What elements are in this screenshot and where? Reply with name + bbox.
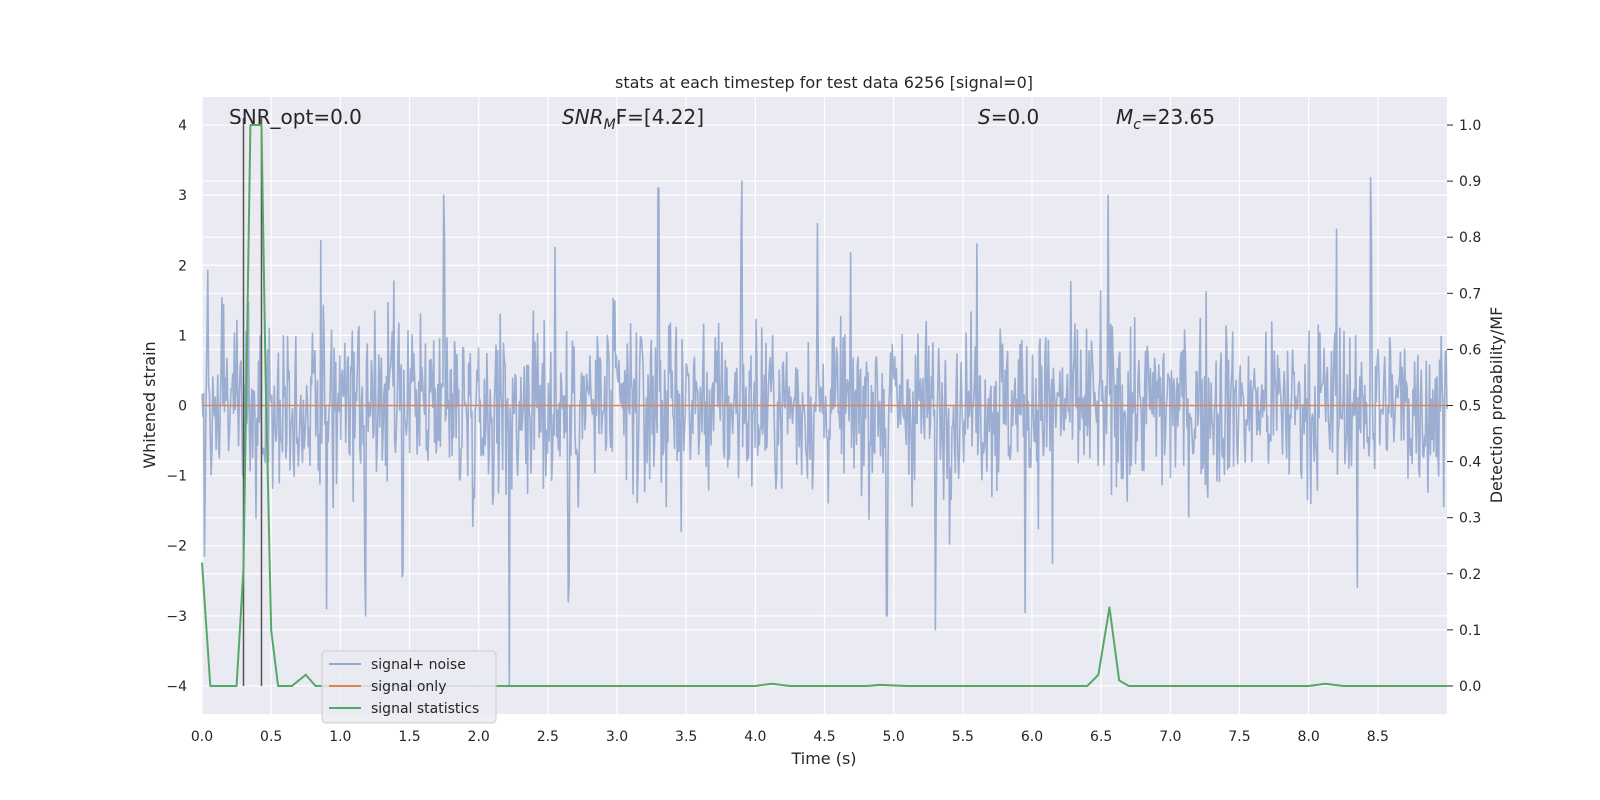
annotation-mc-sub: c xyxy=(1133,117,1141,133)
x-tick-label-8: 4.0 xyxy=(744,729,766,745)
legend-label-signal-statistics: signal statistics xyxy=(371,701,479,717)
y-left-tick-labels: 4 3 2 1 0 −1 −2 −3 −4 xyxy=(166,118,187,695)
signal-noise-line xyxy=(201,176,1448,687)
x-tick-label-2: 1.0 xyxy=(329,729,351,745)
x-tick-label-5: 2.5 xyxy=(537,729,559,745)
legend-label-signal-noise: signal+ noise xyxy=(371,657,466,673)
y-right-tick-labels: 1.0 0.9 0.8 0.7 0.6 0.5 0.4 0.3 0.2 0.1 0.0 xyxy=(1447,118,1481,695)
signal-statistics-line xyxy=(201,124,1447,687)
x-tick-label-11: 5.5 xyxy=(952,729,974,745)
y-left-tick-label-7: −3 xyxy=(166,609,187,625)
x-tick-label-7: 3.5 xyxy=(675,729,697,745)
y-left-tick-label-3: 1 xyxy=(178,328,187,344)
y-axis-label: Whitened strain xyxy=(140,341,159,468)
x-tick-label-17: 8.5 xyxy=(1367,729,1389,745)
y-axis-right-label: Detection probability/MF xyxy=(1487,307,1506,504)
annotation-mc: Mc=23.65 xyxy=(1116,105,1215,133)
vertical-markers xyxy=(242,118,263,686)
y-right-tick-label-4: 0.6 xyxy=(1459,342,1481,358)
x-tick-label-9: 4.5 xyxy=(813,729,835,745)
x-tick-label-16: 8.0 xyxy=(1298,729,1320,745)
y-left-tick-label-4: 0 xyxy=(178,399,187,415)
x-axis-label: Time (s) xyxy=(790,749,856,768)
y-left-tick-label-5: −1 xyxy=(166,469,187,485)
annotation-s-base: S xyxy=(978,105,991,129)
chart-title: stats at each timestep for test data 625… xyxy=(615,73,1033,92)
x-tick-label-3: 1.5 xyxy=(398,729,420,745)
y-right-tick-label-3: 0.7 xyxy=(1459,286,1481,302)
y-left-tick-label-8: −4 xyxy=(166,679,187,695)
y-left-tick-label-1: 3 xyxy=(178,188,187,204)
annotation-snr-mf: SNRMF=[4.22] xyxy=(562,105,704,133)
x-tick-label-14: 7.0 xyxy=(1159,729,1181,745)
y-right-tick-label-10: 0.0 xyxy=(1459,679,1481,695)
x-tick-label-6: 3.0 xyxy=(606,729,628,745)
y-right-tick-label-0: 1.0 xyxy=(1459,118,1481,134)
x-tick-label-1: 0.5 xyxy=(260,729,282,745)
signal-statistics-series xyxy=(201,124,1447,687)
y-right-tick-label-9: 0.1 xyxy=(1459,623,1481,639)
y-left-tick-label-0: 4 xyxy=(178,118,187,134)
x-tick-label-13: 6.5 xyxy=(1090,729,1112,745)
annotation-snr-opt: SNR_opt=0.0 xyxy=(229,105,362,129)
legend: signal+ noise signal only signal statist… xyxy=(321,650,497,724)
annotation-snr-mf-tail: F=[4.22] xyxy=(616,105,704,129)
x-tick-label-0: 0.0 xyxy=(191,729,213,745)
y-right-tick-label-8: 0.2 xyxy=(1459,567,1481,583)
y-left-tick-label-2: 2 xyxy=(178,258,187,274)
y-right-tick-label-6: 0.4 xyxy=(1459,455,1481,471)
x-tick-label-4: 2.0 xyxy=(468,729,490,745)
y-right-tick-label-7: 0.3 xyxy=(1459,511,1481,527)
legend-box xyxy=(321,650,497,724)
x-tick-label-15: 7.5 xyxy=(1228,729,1250,745)
annotation-snr-mf-sub: M xyxy=(604,117,616,133)
y-right-tick-label-5: 0.5 xyxy=(1459,399,1481,415)
x-tick-labels: 0.0 0.5 1.0 1.5 2.0 2.5 3.0 3.5 4.0 4.5 5.0 5.5 6.0 6… xyxy=(191,729,1389,745)
y-left-tick-label-6: −2 xyxy=(166,539,187,555)
legend-label-signal-only: signal only xyxy=(371,679,446,695)
y-right-tick-label-2: 0.8 xyxy=(1459,230,1481,246)
x-tick-label-12: 6.0 xyxy=(1021,729,1043,745)
x-tick-label-10: 5.0 xyxy=(883,729,905,745)
annotation-s: S=0.0 xyxy=(978,105,1039,129)
noise-series xyxy=(201,176,1448,687)
y-right-tick-label-1: 0.9 xyxy=(1459,174,1481,190)
annotation-mc-base: M xyxy=(1116,105,1133,129)
annotation-snr-mf-base: SNR xyxy=(562,105,604,129)
annotation-s-tail: =0.0 xyxy=(991,105,1040,129)
annotation-mc-tail: =23.65 xyxy=(1141,105,1215,129)
